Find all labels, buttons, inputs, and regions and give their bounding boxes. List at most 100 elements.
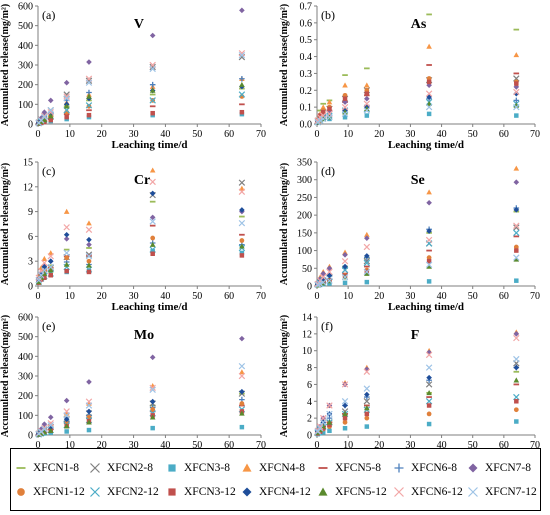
data-point [239, 253, 245, 258]
data-point [342, 402, 348, 409]
legend-marker-icon [468, 487, 478, 497]
data-point [363, 243, 371, 251]
legend-item: XFCN4-8 [239, 459, 305, 477]
data-point [47, 419, 54, 427]
data-point [41, 255, 48, 261]
legend-label: XFCN7-8 [485, 462, 532, 474]
data-point [41, 270, 48, 276]
data-point [149, 63, 156, 71]
data-point [238, 51, 246, 59]
data-point [86, 258, 92, 264]
data-point [238, 91, 246, 98]
data-point [342, 426, 348, 431]
legend-marker [242, 463, 252, 472]
data-point [48, 117, 53, 123]
x-tick-label: 40 [437, 291, 447, 302]
data-point [86, 112, 92, 118]
data-point [47, 267, 54, 273]
data-point [316, 117, 324, 124]
data-point [513, 334, 520, 342]
data-point [342, 419, 348, 425]
data-point [513, 393, 520, 401]
legend-item: XFCN5-8 [315, 459, 381, 477]
data-point [363, 385, 371, 392]
data-point [513, 97, 520, 104]
data-point [42, 275, 47, 280]
x-tick-label: 30 [129, 291, 139, 302]
legend-item: XFCN4-12 [239, 483, 311, 501]
data-point [47, 253, 54, 260]
data-point [426, 403, 432, 408]
y-tick-label: 12 [23, 182, 33, 193]
data-point [47, 250, 54, 256]
element-label: Cr [134, 173, 150, 188]
data-point [341, 103, 349, 111]
x-tick-label: 70 [256, 440, 266, 448]
x-tick-label: 0 [36, 291, 41, 302]
data-point [86, 103, 92, 109]
panel-v: 0 100 200 300 400 500 600 0 10 20 30 40 50 60 70 Leachi… [0, 2, 266, 152]
data-point [86, 379, 92, 385]
data-point [239, 335, 245, 342]
data-point [149, 178, 156, 186]
y-tick-label: 0.2 [300, 86, 313, 97]
data-point [317, 276, 323, 282]
x-tick-label: 0 [315, 129, 320, 140]
x-tick-label: 10 [343, 440, 353, 448]
y-tick-label: 600 [18, 2, 33, 13]
legend-label: XFCN1-8 [33, 462, 80, 474]
x-tick-label: 10 [65, 129, 75, 140]
data-point [41, 109, 48, 115]
legend-item: XFCN2-12 [87, 483, 159, 501]
data-point [364, 411, 370, 417]
data-point [239, 207, 245, 213]
y-tick-label: 200 [297, 211, 312, 222]
data-point [363, 259, 371, 267]
legend-marker [168, 488, 176, 496]
data-point [364, 270, 370, 276]
data-point [513, 364, 520, 371]
data-point [425, 90, 433, 97]
data-point [363, 368, 371, 376]
legend-label: XFCN4-12 [259, 486, 311, 498]
x-tick-label: 30 [405, 440, 415, 448]
legend-label: XFCN2-12 [107, 486, 159, 498]
data-point [514, 399, 519, 404]
data-point [149, 87, 156, 93]
data-point [514, 419, 519, 424]
data-point [149, 384, 156, 392]
data-point [150, 110, 155, 116]
data-point [238, 188, 246, 195]
data-point [64, 429, 69, 434]
data-point [41, 264, 48, 270]
data-point [363, 268, 371, 276]
data-point [47, 414, 54, 421]
y-tick-label: 0.7 [300, 2, 313, 13]
y-tick-label: 0 [28, 120, 33, 131]
x-tick-label: 60 [224, 291, 234, 302]
data-point [514, 81, 519, 86]
data-point [239, 7, 245, 14]
data-point [513, 244, 519, 250]
data-point [63, 423, 70, 429]
data-point [342, 280, 348, 286]
data-point [314, 117, 322, 124]
x-tick-label: 30 [129, 129, 139, 140]
y-axis-title: Accumulated release(mg/m²) [279, 315, 290, 438]
x-tick-label: 30 [405, 129, 415, 140]
x-axis-title: Leaching time/d [388, 139, 464, 151]
legend-marker [394, 487, 404, 497]
data-point [341, 381, 349, 388]
data-point [47, 258, 54, 264]
data-point [150, 425, 155, 431]
data-point [341, 398, 349, 405]
legend-marker-icon [90, 487, 100, 497]
panel-as: 0.0 0.1 0.2 0.3 0.4 0.5 0.6 0.7 0 10 20 30 40 50 60 70 L… [279, 2, 540, 152]
data-point [149, 81, 156, 88]
x-tick-label: 40 [160, 129, 170, 140]
data-point [86, 241, 92, 248]
legend-label: XFCN1-12 [33, 486, 85, 498]
panel-label: (c) [42, 164, 55, 178]
data-point [86, 427, 92, 433]
